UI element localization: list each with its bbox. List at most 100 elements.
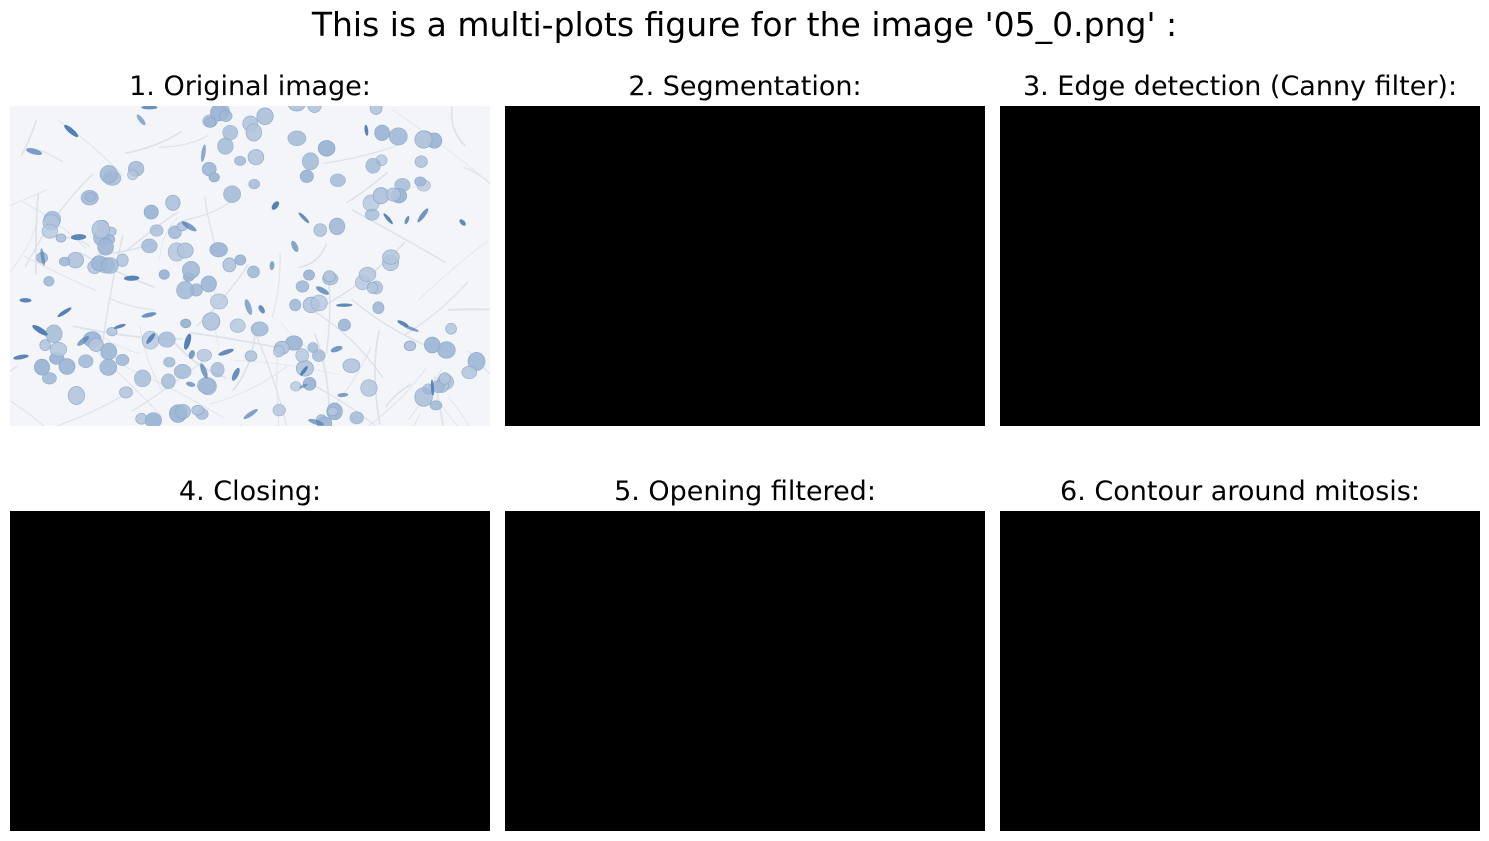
stromal-nucleus — [300, 366, 308, 376]
nucleus — [101, 257, 119, 274]
stroma-fiber — [101, 235, 124, 344]
original-image — [10, 106, 490, 426]
stromal-nucleus — [459, 219, 466, 226]
nucleus — [302, 376, 317, 391]
nucleus — [99, 358, 118, 376]
stromal-nucleus — [315, 286, 330, 295]
stroma-fiber — [234, 360, 338, 375]
nucleus — [223, 185, 241, 203]
nucleus — [301, 152, 319, 171]
nucleus — [414, 130, 433, 149]
stromal-nucleus — [40, 248, 46, 266]
stroma-fiber — [181, 201, 231, 222]
nucleus — [244, 350, 258, 362]
nucleus — [273, 345, 285, 358]
histology-tile-svg — [10, 106, 490, 426]
panel-title: 3. Edge detection (Canny filter): — [1022, 71, 1458, 102]
nucleus — [204, 116, 217, 128]
nucleus — [141, 238, 158, 254]
nucleus — [100, 342, 118, 361]
stroma-fiber — [92, 347, 163, 418]
nucleus — [388, 127, 408, 146]
nucleus — [323, 270, 336, 283]
nucleus — [364, 208, 380, 221]
nucleus — [41, 223, 59, 239]
cell-nuclei — [13, 106, 486, 426]
nucleus — [403, 340, 417, 352]
stromal-nucleus — [124, 275, 140, 281]
nucleus — [248, 179, 261, 190]
stroma-fiber — [20, 119, 38, 156]
nucleus — [180, 318, 192, 329]
nucleus — [97, 238, 114, 256]
nucleus — [158, 269, 170, 280]
nucleus — [250, 321, 269, 337]
nucleus — [176, 281, 194, 300]
nucleus — [307, 106, 322, 113]
stroma-fiber — [110, 298, 155, 311]
nucleus — [290, 381, 302, 392]
stromal-nucleus — [417, 208, 429, 223]
nucleus — [78, 354, 94, 368]
panel-title: 1. Original image: — [129, 71, 371, 102]
nucleus — [369, 106, 383, 115]
stromal-nucleus — [113, 323, 126, 329]
nucleus — [328, 217, 346, 236]
nucleus — [234, 254, 247, 266]
stromal-nucleus — [397, 320, 409, 327]
stroma-fiber — [24, 255, 98, 292]
stroma-fiber — [418, 240, 488, 301]
stromal-nucleus — [244, 299, 253, 315]
nucleus — [219, 110, 233, 122]
nucleus — [313, 223, 327, 237]
nucleus — [329, 173, 346, 187]
nucleus — [295, 280, 310, 293]
stroma-fiber — [139, 325, 163, 392]
stroma-fiber — [392, 109, 489, 182]
stroma-fiber — [367, 368, 427, 426]
stromal-nucleus — [146, 333, 156, 344]
stromal-nucleus — [243, 408, 258, 420]
nucleus — [209, 242, 228, 258]
stromal-nucleus — [183, 333, 192, 350]
stroma-fiber — [271, 253, 281, 318]
nucleus — [374, 124, 390, 141]
stroma-fiber — [57, 395, 123, 426]
panel-title: 4. Closing: — [178, 476, 322, 507]
stroma-fiber — [314, 333, 330, 411]
stromal-nucleus — [258, 305, 265, 314]
nucleus — [360, 379, 378, 397]
nucleus — [191, 404, 205, 416]
stromal-nucleus — [299, 383, 308, 389]
stroma-fiber — [124, 130, 183, 155]
stromal-nucleus — [19, 298, 32, 303]
nucleus — [163, 356, 176, 368]
stroma-fiber — [120, 364, 226, 419]
nucleus — [197, 377, 216, 394]
nucleus — [382, 249, 400, 265]
nucleus — [143, 204, 159, 220]
nucleus — [58, 256, 71, 267]
nucleus — [182, 260, 200, 280]
panel-title: 5. Opening filtered: — [614, 476, 876, 507]
stromal-nucleus — [181, 221, 197, 232]
stromal-nucleus — [186, 381, 196, 387]
nucleus — [134, 369, 152, 388]
stromal-nucleus — [271, 201, 280, 210]
nucleus — [327, 406, 339, 417]
nucleus — [58, 358, 76, 375]
nucleus — [116, 253, 129, 267]
nucleus — [43, 276, 55, 287]
nucleus — [372, 301, 385, 315]
stroma-fiber — [323, 144, 398, 165]
stroma-fiber — [159, 216, 181, 260]
nucleus — [91, 219, 110, 239]
nucleus — [84, 191, 97, 202]
nucleus — [208, 172, 220, 183]
stroma-fiber — [450, 106, 466, 147]
nucleus — [115, 354, 130, 366]
nucleus — [55, 233, 67, 243]
stromal-nucleus — [200, 144, 206, 162]
nucleus — [317, 140, 336, 157]
stroma-fiber — [345, 171, 389, 204]
